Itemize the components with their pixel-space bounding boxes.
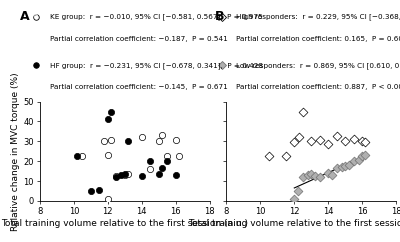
Point [172,138,179,142]
Text: Partial correlation coefficient: 0.887,  P < 0.001: Partial correlation coefficient: 0.887, … [236,84,400,90]
Text: Low responders:  r = 0.869, 95% CI [0.610, 0.960],  P < 0.001: Low responders: r = 0.869, 95% CI [0.610… [236,62,400,69]
Point [122,172,128,176]
Point [79,154,86,158]
Text: Partial correlation coefficient: 0.165,  P = 0.608: Partial correlation coefficient: 0.165, … [236,36,400,42]
Point [125,172,131,176]
Point [164,159,170,163]
Point [296,136,302,139]
Point [305,173,311,177]
Point [105,197,111,201]
Point [308,139,314,143]
Point [350,159,357,163]
Point [147,159,153,163]
Point [362,153,369,157]
Text: A: A [20,10,30,23]
Point [300,110,306,113]
Point [96,188,102,192]
Point [156,139,162,143]
Point [328,173,335,177]
Text: Partial correlation coefficient: −0.145,  P = 0.671: Partial correlation coefficient: −0.145,… [50,84,228,90]
Point [172,173,179,177]
Text: High responders:  r = 0.229, 95% CI [−0.368, 0.693],  P = 0.451: High responders: r = 0.229, 95% CI [−0.3… [236,14,400,20]
Point [300,175,306,179]
Point [138,174,145,178]
Point [159,166,165,170]
Point [164,154,170,158]
Point [325,171,331,175]
Point [105,118,111,121]
Point [113,174,120,178]
Point [138,136,145,139]
Point [283,154,289,158]
X-axis label: Total training volume relative to the first session (a.u.): Total training volume relative to the fi… [1,219,248,228]
Point [291,197,298,201]
Point [345,163,352,167]
Point [113,175,120,179]
Point [101,139,108,143]
Point [88,189,94,193]
Point [350,137,357,141]
Text: B: B [214,10,224,23]
Point [294,189,301,193]
Point [342,164,348,168]
Point [266,154,272,158]
Point [291,140,298,144]
Point [334,166,340,170]
Point [156,172,162,176]
Point [356,158,362,162]
Text: KE group:  r = −0.010, 95% CI [−0.581, 0.567],  P = 0.975: KE group: r = −0.010, 95% CI [−0.581, 0.… [50,14,263,20]
Point [125,139,131,143]
Point [359,154,365,158]
Point [338,165,345,169]
Point [159,133,165,137]
Text: O: O [34,14,38,20]
Point [105,153,111,157]
Point [334,135,340,138]
X-axis label: Total training volume relative to the first session (a.u.): Total training volume relative to the fi… [188,219,400,228]
Y-axis label: Relative change in MVC torque (%): Relative change in MVC torque (%) [11,72,20,231]
Point [316,138,323,142]
Point [359,139,365,143]
Point [342,139,348,143]
Point [316,175,323,179]
Point [312,174,318,178]
Point [308,172,314,176]
Point [325,142,331,146]
Point [108,110,114,113]
Point [74,154,80,158]
Text: HF group:  r = −0.231, 95% CI [−0.678, 0.341],  P = 0.428: HF group: r = −0.231, 95% CI [−0.678, 0.… [50,62,263,69]
Point [176,154,182,158]
Text: Partial correlation coefficient: −0.187,  P = 0.541: Partial correlation coefficient: −0.187,… [50,36,228,42]
Point [122,173,128,177]
Point [147,167,153,171]
Point [362,140,369,144]
Point [118,173,124,177]
Point [108,138,114,142]
